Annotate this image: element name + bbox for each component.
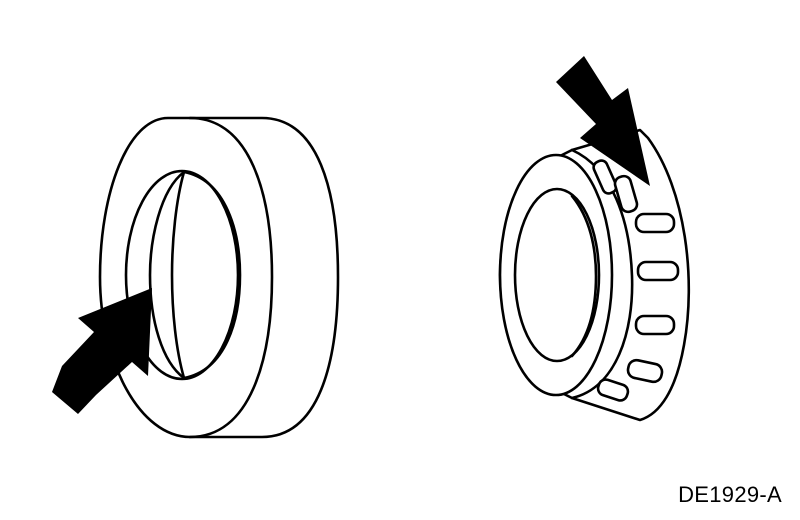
bearing-cup-inner-race-left bbox=[170, 170, 186, 380]
roller bbox=[592, 159, 618, 195]
arrow-icon bbox=[52, 288, 152, 414]
bearing-cup bbox=[98, 116, 340, 439]
bearing-cone-bore bbox=[513, 187, 601, 363]
bearing-cone-assembly bbox=[498, 128, 691, 422]
bearing-cup-front-face-edge bbox=[188, 116, 274, 439]
roller bbox=[636, 260, 680, 282]
bearing-cone-bore-inner bbox=[570, 194, 598, 358]
roller bbox=[634, 314, 676, 336]
roller bbox=[613, 174, 639, 214]
roller bbox=[634, 212, 676, 234]
roller bbox=[626, 358, 664, 384]
bearing-cup-inner-race-far bbox=[182, 170, 242, 380]
bearing-cup-bore-rim bbox=[124, 169, 240, 381]
roller bbox=[596, 378, 630, 402]
figure-id-label: DE1929-A bbox=[678, 482, 782, 507]
bearing-cup-inner-race bbox=[148, 170, 186, 380]
arrow-icon bbox=[556, 56, 650, 186]
